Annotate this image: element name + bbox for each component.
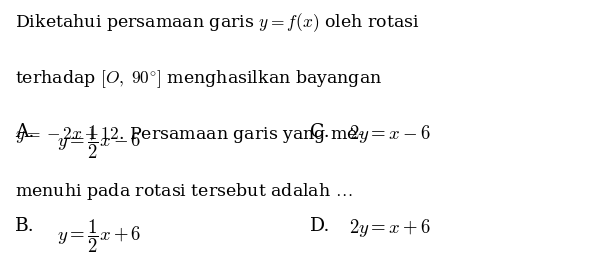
Text: $2y=x+6$: $2y=x+6$ xyxy=(349,217,431,239)
Text: A.: A. xyxy=(15,123,34,141)
Text: $y=-2x+12$. Persamaan garis yang me-: $y=-2x+12$. Persamaan garis yang me- xyxy=(15,125,364,145)
Text: menuhi pada rotasi tersebut adalah $\ldots$: menuhi pada rotasi tersebut adalah $\ldo… xyxy=(15,181,352,202)
Text: $y=\dfrac{1}{2}x+6$: $y=\dfrac{1}{2}x+6$ xyxy=(57,217,141,255)
Text: terhadap $[O,\ 90^{\circ}]$ menghasilkan bayangan: terhadap $[O,\ 90^{\circ}]$ menghasilkan… xyxy=(15,68,382,89)
Text: B.: B. xyxy=(15,217,35,235)
Text: $2y=x-6$: $2y=x-6$ xyxy=(349,123,431,145)
Text: D.: D. xyxy=(310,217,331,235)
Text: C.: C. xyxy=(310,123,330,141)
Text: $y=\dfrac{1}{2}x-6$: $y=\dfrac{1}{2}x-6$ xyxy=(57,123,141,161)
Text: Diketahui persamaan garis $y=f(x)$ oleh rotasi: Diketahui persamaan garis $y=f(x)$ oleh … xyxy=(15,11,419,34)
